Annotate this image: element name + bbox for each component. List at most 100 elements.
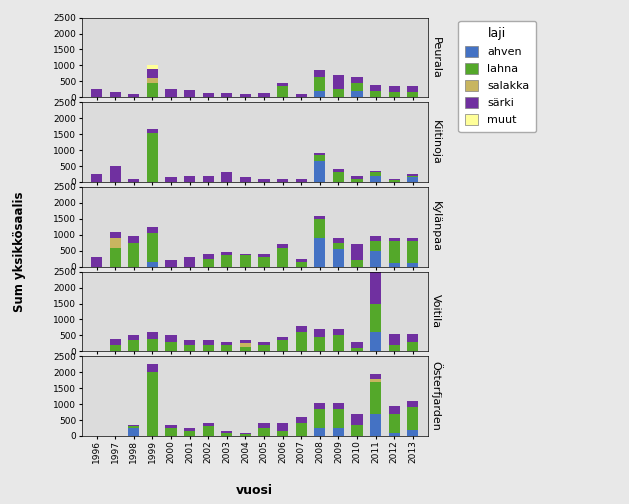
Bar (203, 426, 214, 436)
Bar (389, 86, 400, 93)
Bar (147, 262, 158, 267)
Bar (184, 431, 195, 436)
Bar (240, 340, 251, 343)
Bar (352, 425, 363, 436)
Bar (147, 83, 158, 97)
Bar (407, 177, 418, 182)
Bar (184, 90, 195, 97)
Bar (221, 172, 233, 182)
Bar (314, 403, 325, 409)
Bar (352, 260, 363, 267)
Bar (240, 347, 251, 351)
Bar (314, 409, 325, 428)
Bar (370, 91, 381, 97)
Bar (184, 345, 195, 351)
Bar (314, 70, 325, 77)
Bar (370, 172, 381, 175)
Bar (352, 348, 363, 351)
Bar (389, 334, 400, 345)
Bar (370, 236, 381, 241)
Text: Kylänpaa: Kylänpaa (431, 201, 441, 253)
Text: Voitila: Voitila (431, 294, 441, 329)
Bar (240, 343, 251, 347)
Bar (352, 91, 363, 97)
Bar (389, 179, 400, 180)
Bar (352, 414, 363, 425)
Bar (240, 177, 251, 182)
Bar (370, 332, 381, 351)
Bar (296, 332, 307, 351)
Bar (221, 345, 233, 351)
Bar (296, 179, 307, 182)
Text: Sum yksikkösaalis: Sum yksikkösaalis (13, 192, 26, 312)
Bar (91, 174, 103, 182)
Bar (147, 233, 158, 262)
Bar (147, 66, 158, 69)
Bar (109, 166, 121, 182)
Bar (314, 155, 325, 161)
Bar (147, 130, 158, 133)
Bar (407, 342, 418, 351)
Bar (259, 254, 270, 257)
Bar (109, 231, 121, 238)
Bar (352, 342, 363, 348)
Bar (128, 428, 140, 436)
Bar (277, 179, 288, 182)
Bar (259, 179, 270, 182)
Bar (333, 75, 344, 89)
Bar (109, 339, 121, 345)
Bar (370, 171, 381, 172)
Bar (147, 372, 158, 436)
Bar (333, 243, 344, 249)
Bar (314, 216, 325, 219)
Bar (314, 91, 325, 97)
Bar (147, 78, 158, 83)
Bar (259, 93, 270, 97)
Bar (407, 86, 418, 93)
Bar (277, 86, 288, 97)
Bar (277, 431, 288, 436)
Bar (128, 243, 140, 267)
Bar (128, 94, 140, 97)
Bar (240, 433, 251, 434)
Bar (203, 93, 214, 97)
Bar (314, 219, 325, 238)
Bar (333, 403, 344, 409)
Bar (296, 417, 307, 423)
Bar (184, 428, 195, 431)
Bar (109, 238, 121, 247)
Bar (407, 238, 418, 241)
Bar (407, 175, 418, 177)
Bar (370, 85, 381, 91)
Bar (407, 174, 418, 175)
Bar (407, 93, 418, 97)
Bar (128, 179, 140, 182)
Bar (128, 426, 140, 428)
Bar (333, 329, 344, 335)
Bar (109, 93, 121, 97)
Bar (259, 257, 270, 267)
Bar (277, 340, 288, 351)
Bar (389, 241, 400, 264)
Bar (165, 342, 177, 351)
Legend: ahven, lahna, salakka, särki, muut: ahven, lahna, salakka, särki, muut (459, 21, 537, 132)
Bar (165, 428, 177, 436)
Bar (128, 340, 140, 351)
Bar (165, 335, 177, 342)
Bar (277, 244, 288, 247)
Text: Österfjarden: Österfjarden (431, 361, 443, 431)
Bar (91, 257, 103, 267)
Bar (128, 425, 140, 426)
Bar (221, 253, 233, 256)
Bar (296, 326, 307, 332)
Bar (389, 264, 400, 267)
Bar (240, 256, 251, 267)
Bar (314, 77, 325, 91)
Bar (407, 241, 418, 264)
Bar (240, 434, 251, 436)
Bar (407, 407, 418, 429)
Bar (184, 340, 195, 345)
Bar (370, 374, 381, 379)
Bar (240, 254, 251, 256)
Bar (389, 433, 400, 436)
